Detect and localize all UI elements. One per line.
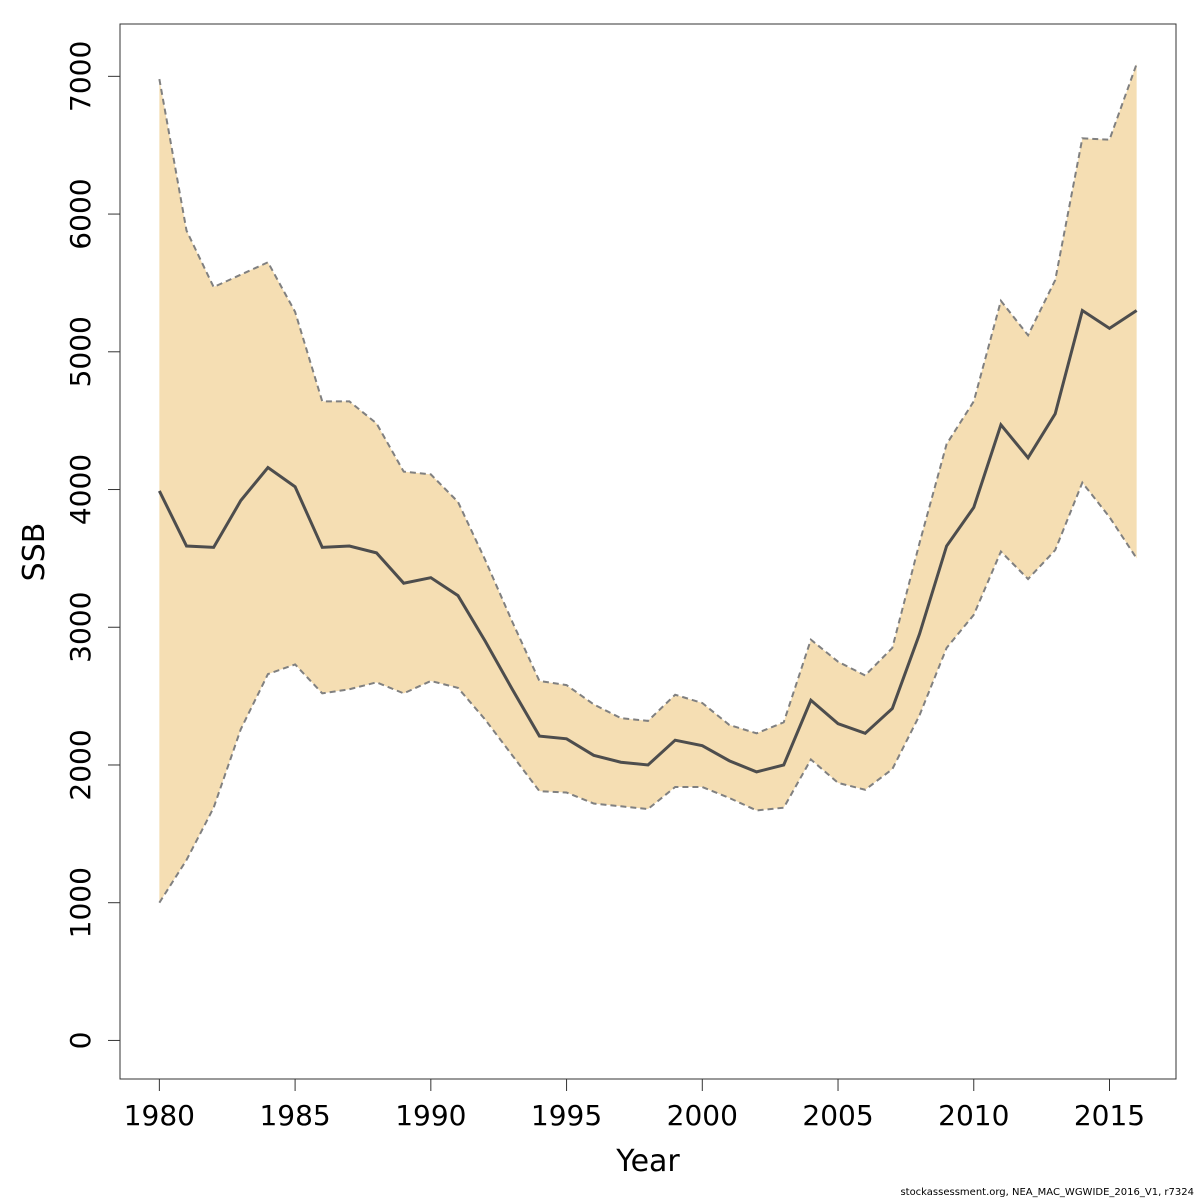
confidence-band	[159, 63, 1137, 903]
upper-ci-line	[158, 63, 1138, 735]
x-tick-label: 1980	[124, 1099, 195, 1132]
y-tick-label: 0	[64, 1032, 97, 1050]
x-axis-title: Year	[615, 1144, 680, 1179]
y-tick-label: 7000	[64, 41, 97, 112]
x-tick-label: 1990	[395, 1099, 466, 1132]
x-tick-label: 2015	[1074, 1099, 1145, 1132]
x-tick-label: 2000	[667, 1099, 738, 1132]
x-tick-label: 2005	[802, 1099, 873, 1132]
y-tick-label: 4000	[64, 454, 97, 525]
y-tick-label: 6000	[64, 178, 97, 249]
y-tick-label: 5000	[64, 316, 97, 387]
x-tick-label: 1985	[259, 1099, 330, 1132]
source-footer: stockassessment.org, NEA_MAC_WGWIDE_2016…	[900, 1187, 1194, 1198]
ssb-estimate-line	[158, 308, 1138, 774]
y-tick-label: 3000	[64, 592, 97, 663]
y-axis-title: SSB	[17, 523, 52, 582]
lower-ci-line	[158, 480, 1138, 904]
y-tick-label: 2000	[64, 729, 97, 800]
x-tick-label: 2010	[938, 1099, 1009, 1132]
y-tick-label: 1000	[64, 867, 97, 938]
x-tick-label: 1995	[531, 1099, 602, 1132]
